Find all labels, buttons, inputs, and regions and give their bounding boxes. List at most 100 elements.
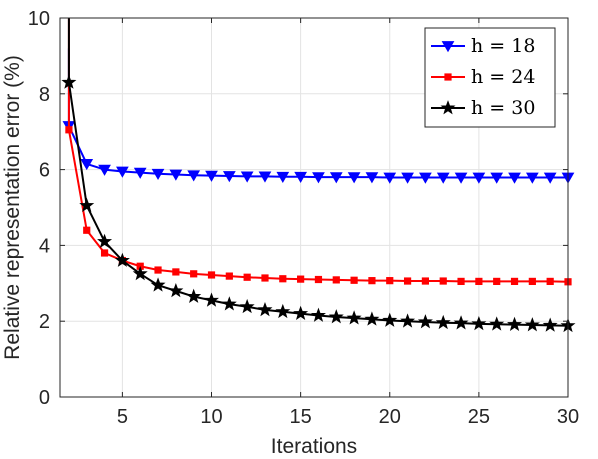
data-point-marker: [169, 169, 183, 181]
data-point-marker: [154, 266, 162, 274]
legend-label: h = 30: [471, 97, 535, 119]
data-point-marker: [507, 316, 523, 331]
data-point-marker: [293, 305, 309, 320]
data-point-marker: [204, 292, 220, 307]
data-point-marker: [276, 171, 290, 184]
data-point-marker: [243, 273, 251, 281]
x-tick-label: 25: [468, 406, 490, 428]
y-axis-title: Relative representation error (%): [1, 55, 24, 360]
data-point-marker: [98, 164, 111, 176]
data-point-marker: [489, 316, 505, 331]
x-tick-label: 5: [117, 406, 128, 428]
data-point-marker: [79, 197, 95, 212]
data-point-marker: [239, 298, 255, 314]
legend-marker-swatch: [444, 73, 452, 81]
legend-label: h = 18: [471, 35, 535, 57]
data-point-marker: [365, 172, 379, 184]
data-point-marker: [453, 315, 469, 330]
x-tick-label: 30: [557, 406, 579, 428]
data-point-marker: [114, 252, 130, 267]
data-point-marker: [97, 233, 113, 248]
data-point-marker: [543, 172, 557, 184]
data-point-marker: [187, 170, 201, 182]
data-point-marker: [435, 314, 451, 330]
y-tick-label: 2: [39, 311, 50, 333]
data-point-marker: [346, 310, 362, 325]
data-point-marker: [297, 275, 305, 283]
data-point-marker: [240, 171, 254, 183]
data-point-marker: [221, 296, 237, 311]
y-tick-label: 8: [39, 84, 50, 106]
series-1: [62, 48, 575, 184]
y-tick-label: 6: [39, 160, 50, 182]
data-point-marker: [475, 277, 483, 286]
legend-marker-swatch: [441, 41, 455, 53]
data-point-marker: [100, 249, 109, 257]
y-tick-label: 4: [39, 235, 50, 257]
x-tick-label: 15: [290, 406, 312, 428]
y-tick-label: 10: [28, 8, 50, 30]
data-point-marker: [421, 277, 430, 285]
data-point-marker: [314, 275, 323, 284]
x-tick-label: 20: [379, 406, 401, 428]
data-point-marker: [439, 277, 447, 285]
legend-entry: h = 18: [431, 35, 535, 57]
x-axis-title: Iterations: [271, 435, 357, 458]
data-point-marker: [225, 272, 233, 280]
series-2: [65, 18, 572, 286]
data-point-marker: [546, 277, 554, 286]
data-point-marker: [186, 288, 202, 303]
data-point-marker: [471, 315, 487, 331]
data-point-marker: [472, 172, 486, 184]
data-point-marker: [151, 168, 165, 181]
data-point-marker: [386, 277, 394, 285]
data-point-marker: [332, 276, 340, 284]
data-point-marker: [222, 171, 236, 183]
legend-label: h = 24: [471, 66, 535, 88]
data-point-marker: [542, 317, 558, 332]
data-point-marker: [261, 274, 269, 282]
data-point-marker: [528, 277, 536, 286]
x-tick-labels: 5 10 15 20 25 30: [117, 406, 579, 428]
plot-frame: [59, 17, 569, 398]
data-point-marker: [172, 268, 180, 276]
legend: h = 18 h = 24 h = 30: [424, 27, 556, 128]
data-point-marker: [132, 265, 148, 281]
data-point-marker: [329, 172, 343, 184]
data-point-marker: [80, 159, 94, 171]
series-3: [61, 18, 576, 333]
data-point-marker: [190, 270, 198, 278]
data-point-marker: [257, 301, 273, 317]
data-point-marker: [401, 172, 414, 184]
data-point-marker: [417, 314, 433, 329]
data-point-marker: [65, 126, 73, 134]
series-layer: [61, 18, 576, 333]
data-point-marker: [350, 276, 358, 284]
data-point-marker: [116, 166, 129, 178]
data-point-marker: [347, 172, 361, 184]
data-point-marker: [457, 277, 465, 286]
data-point-marker: [524, 317, 540, 332]
data-point-marker: [364, 311, 380, 326]
x-tick-label: 10: [200, 406, 222, 428]
data-point-marker: [294, 171, 307, 184]
data-point-marker: [328, 309, 344, 324]
data-point-marker: [382, 312, 398, 327]
data-point-marker: [133, 167, 147, 179]
legend-entries: h = 18 h = 24 h = 30: [431, 35, 535, 119]
y-tick-label: 0: [39, 387, 50, 409]
data-point-marker: [207, 271, 216, 279]
data-point-marker: [383, 172, 397, 184]
data-point-marker: [403, 277, 412, 285]
tick-marks: [60, 17, 569, 398]
data-point-marker: [275, 303, 291, 319]
legend-entry: h = 24: [431, 66, 535, 88]
data-point-marker: [279, 275, 287, 283]
legend-marker-swatch: [440, 100, 456, 115]
y-tick-labels: 0 2 4 6 8 10: [28, 8, 50, 409]
data-point-marker: [493, 277, 501, 286]
data-point-marker: [150, 277, 166, 292]
data-point-marker: [525, 172, 539, 184]
data-point-marker: [508, 172, 521, 184]
data-point-marker: [510, 277, 519, 286]
